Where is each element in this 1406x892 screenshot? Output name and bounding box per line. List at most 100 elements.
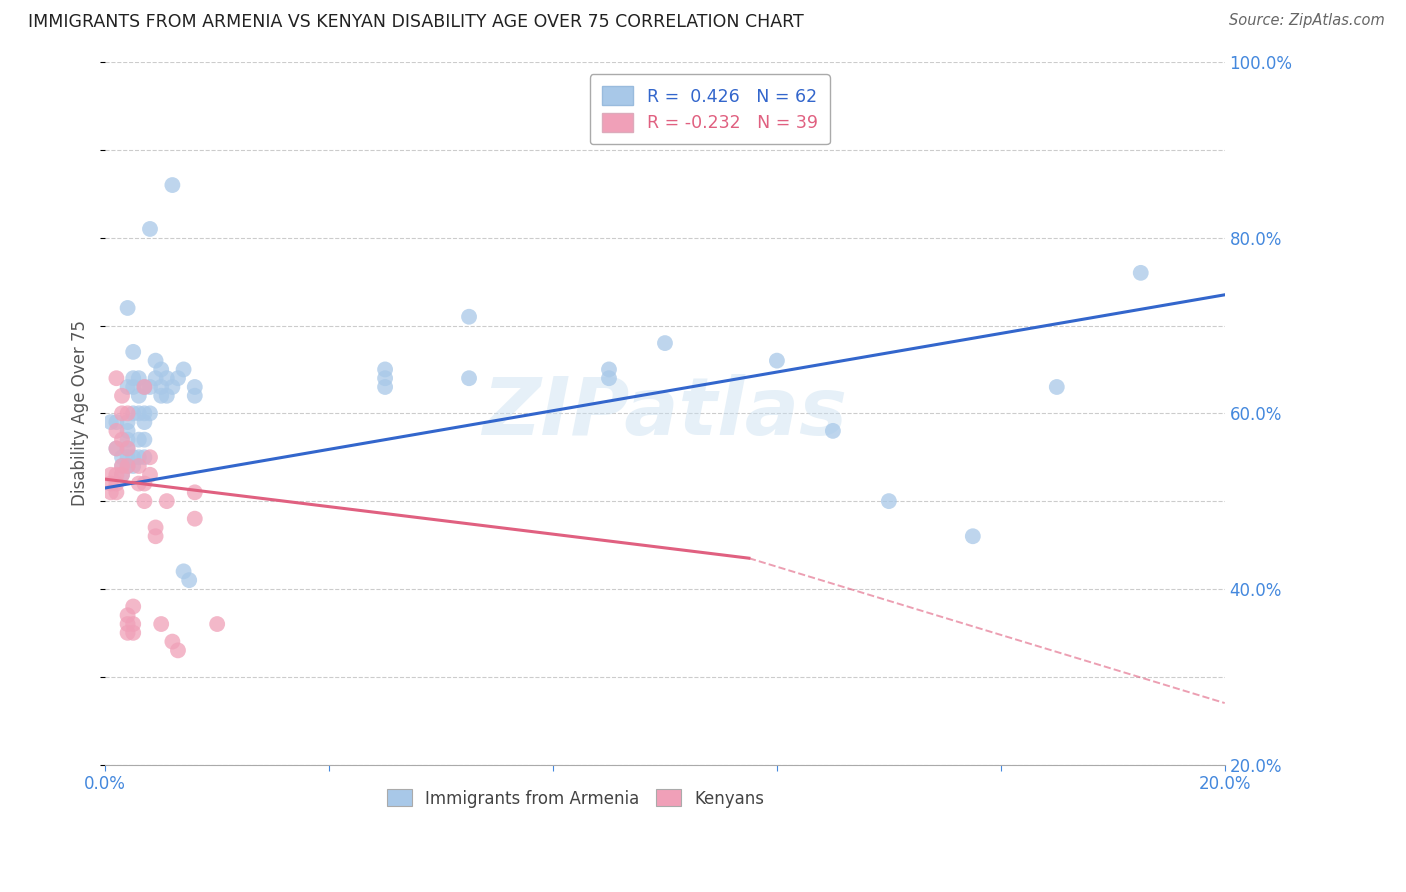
Text: ZIPatlas: ZIPatlas [482,375,848,452]
Point [962,529,984,543]
Point [117,458,139,473]
Point [145,520,167,534]
Point [162,178,184,192]
Y-axis label: Disability Age Over 75: Disability Age Over 75 [72,320,89,507]
Point [128,371,150,385]
Point [128,458,150,473]
Point [111,467,134,482]
Point [156,494,179,508]
Point [134,406,156,420]
Point [150,617,173,632]
Point [122,406,145,420]
Point [105,476,128,491]
Point [156,371,179,385]
Point [134,450,156,465]
Point [766,353,789,368]
Point [117,442,139,456]
Text: Source: ZipAtlas.com: Source: ZipAtlas.com [1229,13,1385,29]
Point [179,573,201,587]
Point [117,458,139,473]
Point [117,415,139,429]
Point [162,380,184,394]
Point [122,625,145,640]
Point [111,450,134,465]
Point [598,371,620,385]
Point [128,450,150,465]
Point [117,424,139,438]
Point [134,433,156,447]
Point [111,433,134,447]
Point [156,389,179,403]
Point [374,380,396,394]
Point [122,599,145,614]
Point [105,442,128,456]
Point [105,442,128,456]
Point [184,380,207,394]
Point [167,643,190,657]
Point [117,406,139,420]
Point [100,467,122,482]
Point [1129,266,1152,280]
Point [111,406,134,420]
Point [117,608,139,623]
Point [117,442,139,456]
Point [145,371,167,385]
Point [122,344,145,359]
Point [128,389,150,403]
Point [100,415,122,429]
Point [128,433,150,447]
Point [134,380,156,394]
Point [184,511,207,525]
Point [167,371,190,385]
Point [105,415,128,429]
Point [122,458,145,473]
Point [122,371,145,385]
Point [128,476,150,491]
Point [117,433,139,447]
Text: IMMIGRANTS FROM ARMENIA VS KENYAN DISABILITY AGE OVER 75 CORRELATION CHART: IMMIGRANTS FROM ARMENIA VS KENYAN DISABI… [28,13,804,31]
Point [173,565,195,579]
Point [150,362,173,376]
Point [134,494,156,508]
Point [117,625,139,640]
Point [128,406,150,420]
Point [458,371,481,385]
Point [821,424,844,438]
Point [117,301,139,315]
Point [877,494,900,508]
Point [145,529,167,543]
Point [184,389,207,403]
Point [162,634,184,648]
Point [598,362,620,376]
Point [105,485,128,500]
Point [122,380,145,394]
Point [139,450,162,465]
Point [111,458,134,473]
Point [374,371,396,385]
Point [105,371,128,385]
Point [654,336,676,351]
Point [134,415,156,429]
Point [1046,380,1069,394]
Point [139,222,162,236]
Point [111,458,134,473]
Point [100,476,122,491]
Point [117,380,139,394]
Point [150,380,173,394]
Point [111,389,134,403]
Point [111,467,134,482]
Point [122,617,145,632]
Point [205,617,228,632]
Point [139,380,162,394]
Point [100,485,122,500]
Point [105,424,128,438]
Point [134,476,156,491]
Point [105,467,128,482]
Point [139,467,162,482]
Legend: Immigrants from Armenia, Kenyans: Immigrants from Armenia, Kenyans [378,781,772,816]
Point [458,310,481,324]
Point [117,450,139,465]
Point [374,362,396,376]
Point [117,617,139,632]
Point [139,406,162,420]
